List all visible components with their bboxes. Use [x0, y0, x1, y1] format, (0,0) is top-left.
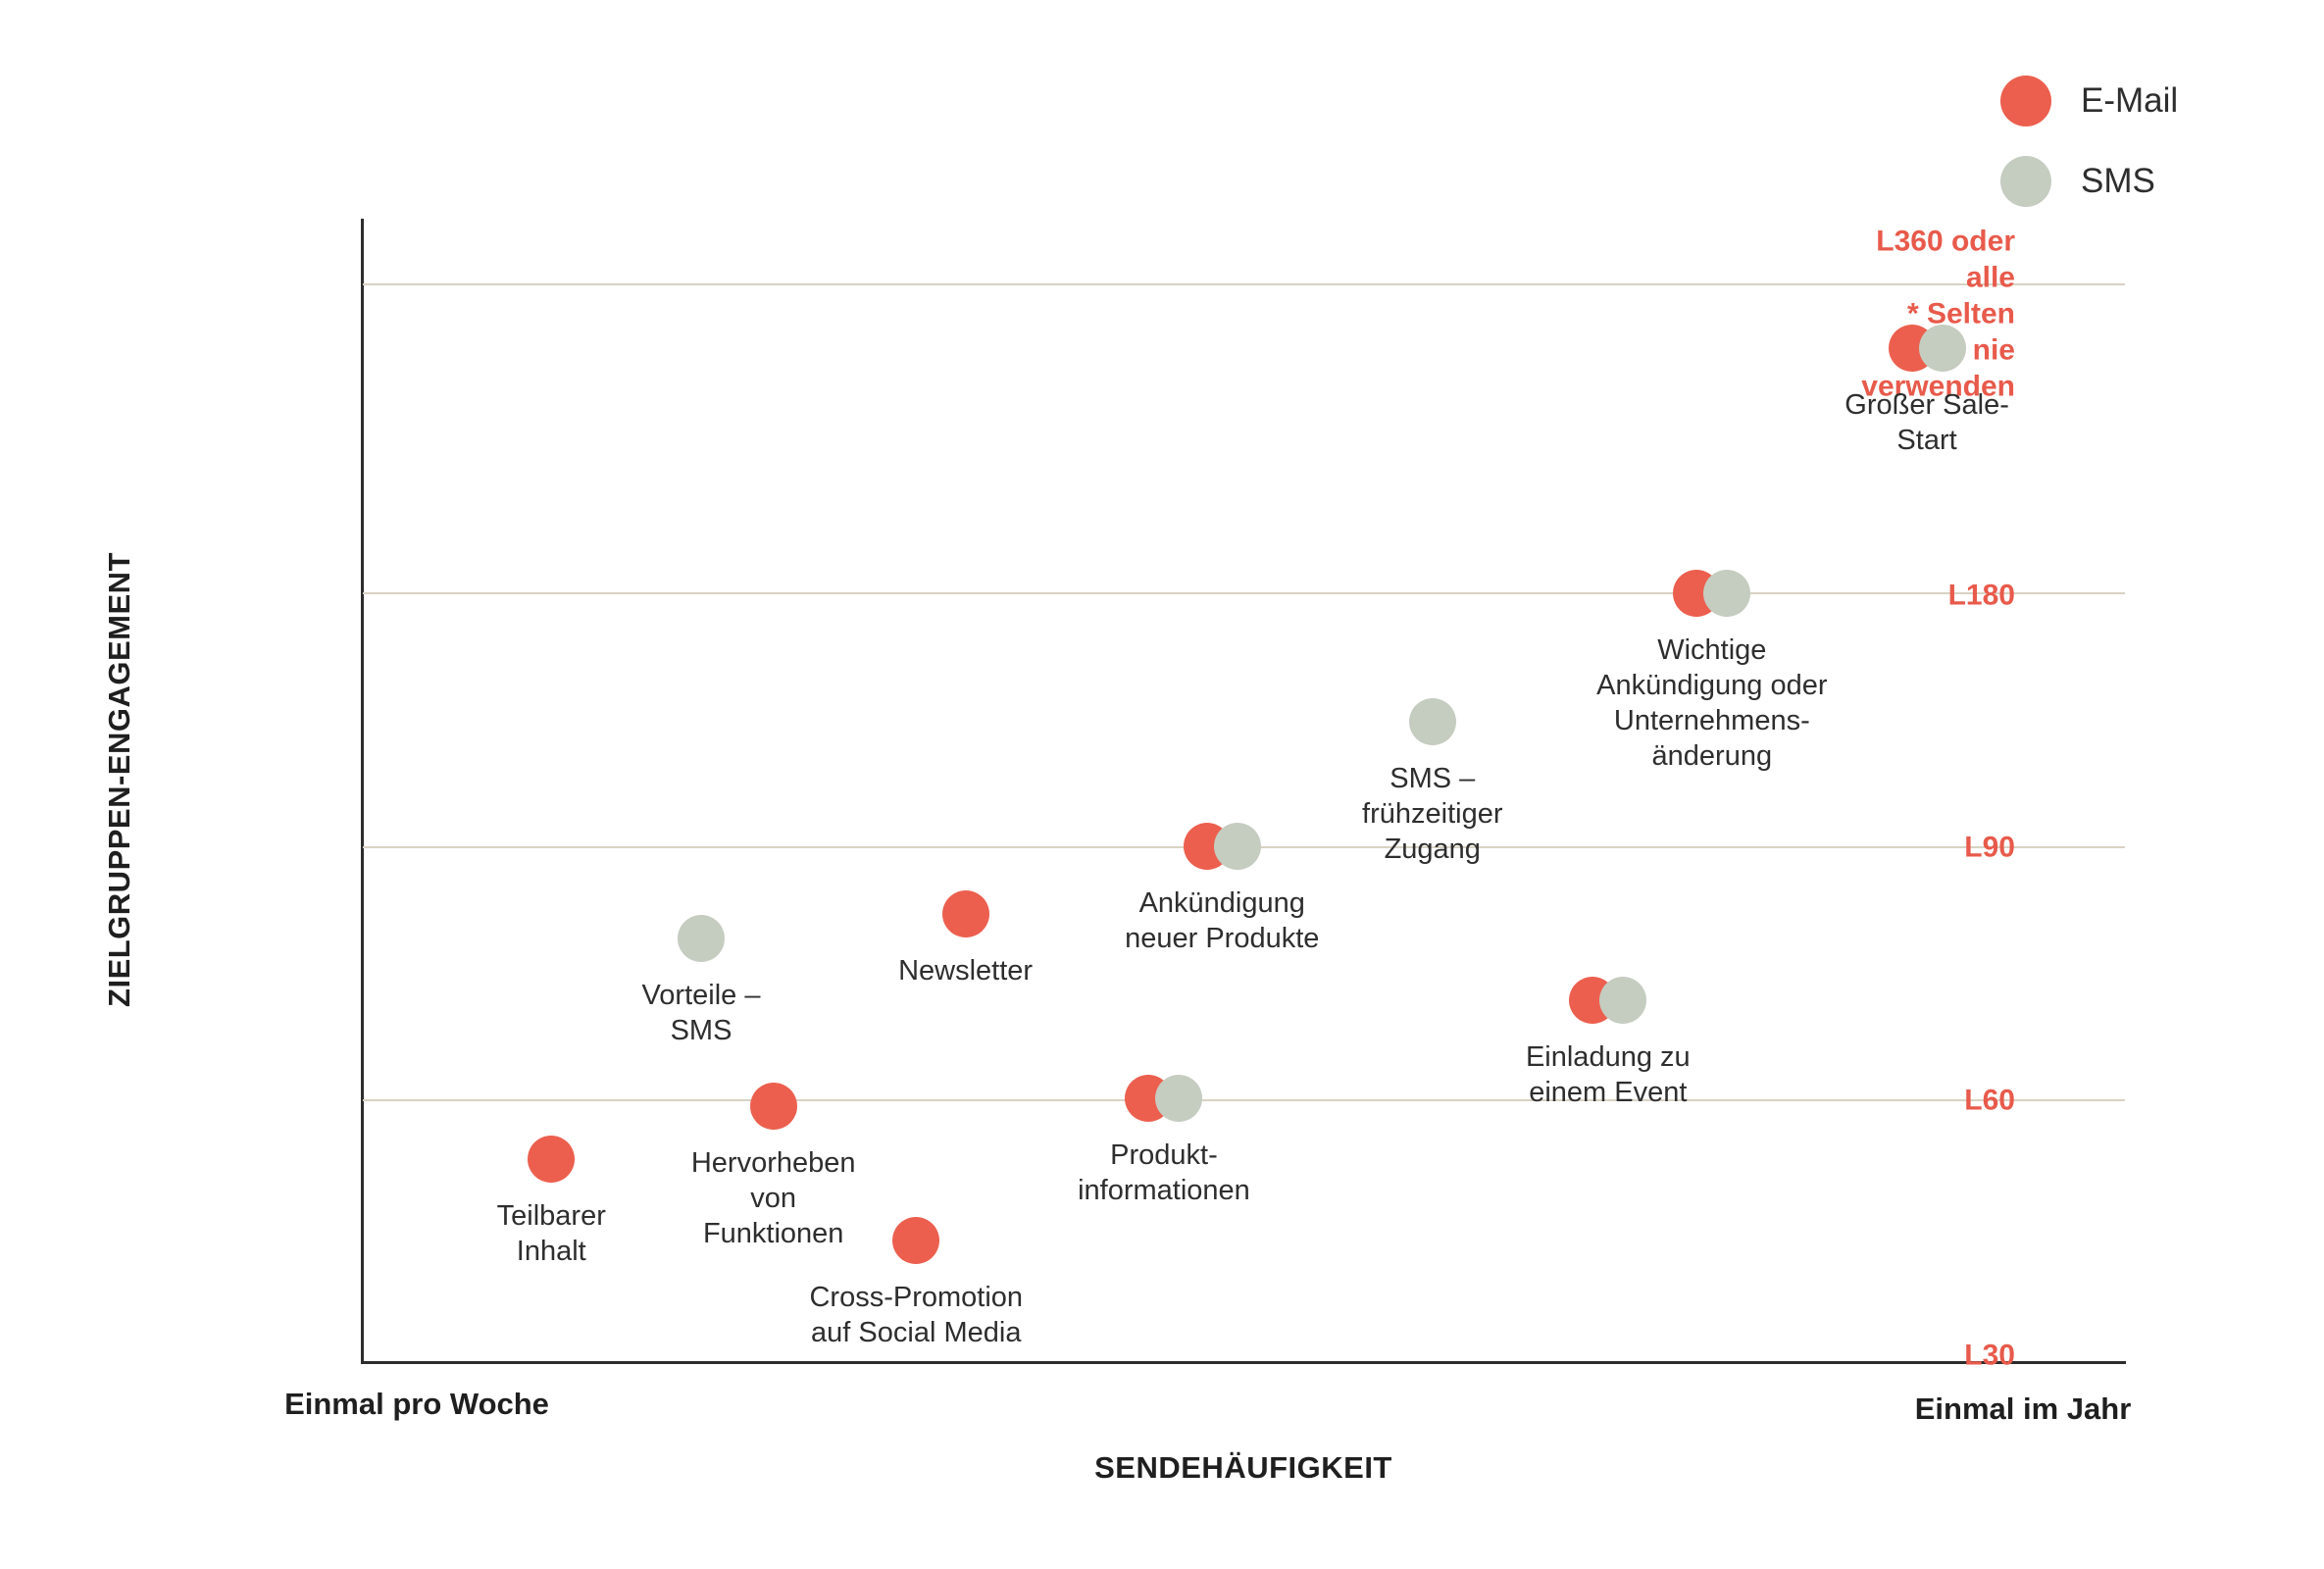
y-axis-line — [361, 219, 364, 1364]
data-point-label: Ankündigung neuer Produkte — [1125, 886, 1320, 954]
data-point-label: Vorteile – SMS — [641, 979, 761, 1046]
data-point-dot-email — [528, 1135, 576, 1183]
y-tick-label: L180 — [1947, 579, 2015, 612]
data-point-dot-sms — [678, 914, 726, 962]
data-point-dot-sms — [1155, 1075, 1203, 1123]
data-point-label: Einladung zu einem Event — [1525, 1040, 1691, 1108]
legend-label-email: E-Mail — [2081, 81, 2179, 120]
data-point-label: Cross-Promotion auf Social Media — [809, 1281, 1024, 1348]
data-point-label: Teilbarer Inhalt — [496, 1199, 606, 1267]
x-axis-right-label: Einmal im Jahr — [1914, 1392, 2132, 1426]
data-point-dot-email — [892, 1216, 940, 1264]
data-point-dot-sms — [1408, 697, 1456, 745]
data-point-dot-email — [749, 1083, 797, 1131]
y-tick-label: L60 — [1964, 1084, 2015, 1117]
data-point-label: Hervorheben von Funktionen — [690, 1147, 856, 1250]
y-tick-label: L30 — [1964, 1339, 2015, 1372]
gridline — [363, 1099, 2125, 1102]
y-tick-label: L90 — [1964, 831, 2015, 864]
data-point-label: SMS – frühzeitiger Zugang — [1362, 762, 1503, 865]
x-axis-title: SENDEHÄUFIGKEIT — [1094, 1450, 1392, 1485]
x-axis-line — [361, 1361, 2126, 1364]
data-point-dot-sms — [1918, 324, 1966, 372]
gridline — [363, 592, 2125, 595]
data-point-label: Produkt-informationen — [1078, 1139, 1250, 1207]
y-axis-title: ZIELGRUPPEN-ENGAGEMENT — [102, 552, 136, 1007]
x-axis-left-label: Einmal pro Woche — [284, 1387, 549, 1421]
data-point-dot-sms — [1703, 570, 1751, 618]
gridline — [363, 282, 2125, 285]
data-point-dot-sms — [1599, 976, 1647, 1024]
data-point-dot-email — [941, 890, 989, 938]
data-point-dot-sms — [1213, 822, 1261, 870]
legend-swatch-sms — [2000, 156, 2051, 207]
legend-label-sms: SMS — [2081, 162, 2155, 200]
data-point-label: Newsletter — [898, 955, 1034, 987]
legend-swatch-email — [2000, 76, 2051, 127]
data-point-label: Wichtige Ankündigung oder Unternehmens-änd… — [1596, 634, 1828, 773]
data-point-label: Großer Sale- Start — [1844, 388, 2009, 456]
